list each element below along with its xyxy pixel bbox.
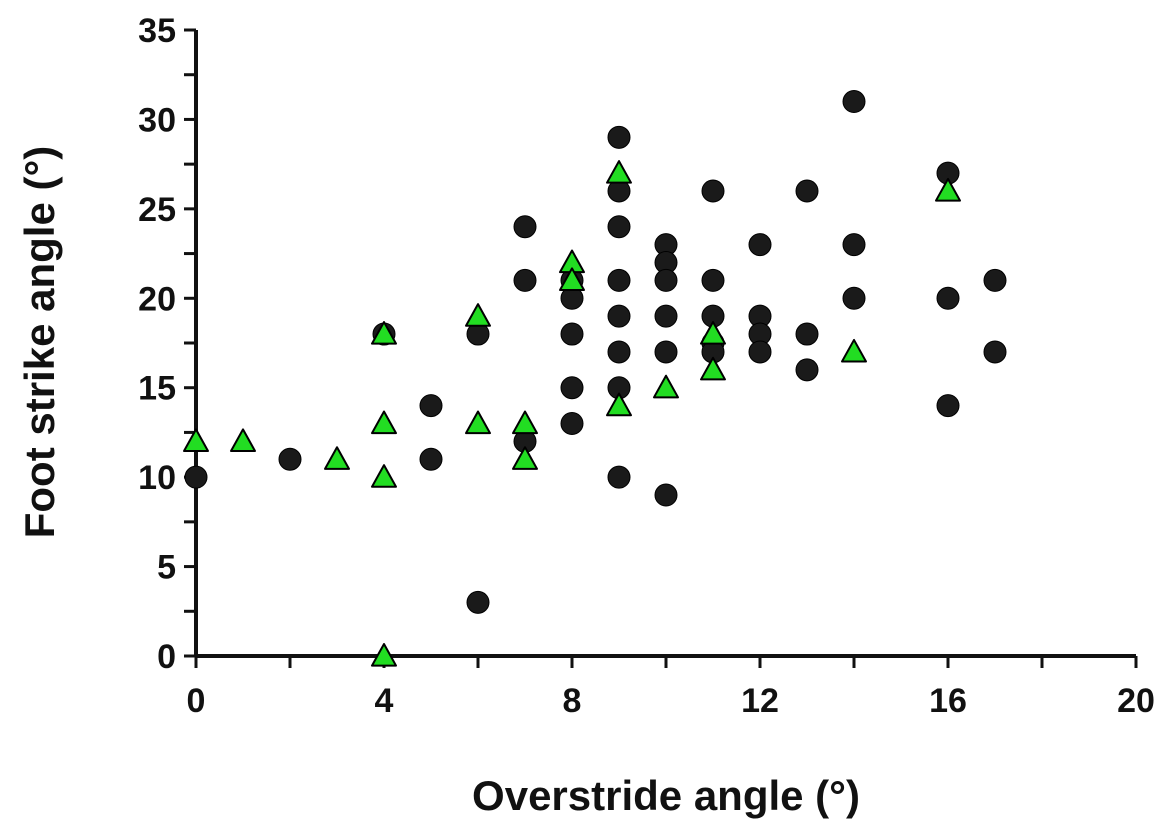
circle-point bbox=[419, 447, 443, 471]
circle-point bbox=[513, 268, 537, 292]
x-tick-label: 12 bbox=[741, 682, 779, 720]
triangle-point bbox=[183, 428, 209, 452]
triangle-point bbox=[512, 446, 538, 470]
circle-point bbox=[795, 358, 819, 382]
circle-point bbox=[278, 447, 302, 471]
triangle-point bbox=[230, 428, 256, 452]
ticks bbox=[184, 28, 1138, 668]
y-tick-label: 5 bbox=[157, 549, 176, 587]
triangle-point bbox=[700, 356, 726, 381]
circle-point bbox=[607, 304, 631, 328]
y-tick-label: 0 bbox=[157, 638, 176, 676]
triangle-point bbox=[700, 321, 726, 345]
y-tick-label: 15 bbox=[138, 370, 176, 408]
triangle-point bbox=[371, 643, 397, 667]
triangle-point bbox=[465, 410, 491, 435]
circle-point bbox=[184, 465, 208, 489]
triangle-point bbox=[371, 410, 397, 435]
markers bbox=[183, 90, 1007, 667]
circle-point bbox=[654, 483, 678, 507]
y-tick-label: 20 bbox=[138, 280, 176, 318]
circle-point bbox=[983, 340, 1007, 364]
x-tick-label: 8 bbox=[563, 682, 582, 720]
circle-point bbox=[607, 340, 631, 364]
y-tick-label: 10 bbox=[138, 459, 176, 497]
x-tick-label: 16 bbox=[929, 682, 967, 720]
tick-labels: 0 4 8 12 16 20 0 5 10 15 20 25 30 35 bbox=[138, 12, 1155, 720]
circle-point bbox=[842, 233, 866, 257]
triangle-point bbox=[935, 177, 961, 202]
y-tick-label: 30 bbox=[138, 101, 176, 139]
circle-point bbox=[748, 340, 772, 364]
circle-point bbox=[795, 322, 819, 346]
circle-point bbox=[842, 286, 866, 310]
circle-point bbox=[607, 125, 631, 149]
x-tick-label: 20 bbox=[1117, 682, 1155, 720]
circle-point bbox=[513, 215, 537, 239]
circle-point bbox=[560, 376, 584, 400]
triangle-point bbox=[606, 160, 632, 184]
x-axis-title: Overstride angle (°) bbox=[472, 772, 860, 819]
circle-point bbox=[701, 268, 725, 292]
y-tick-label: 25 bbox=[138, 191, 176, 229]
circle-point bbox=[419, 394, 443, 418]
circle-point bbox=[654, 304, 678, 328]
triangle-point bbox=[559, 267, 585, 291]
circle-point bbox=[936, 394, 960, 418]
triangle-point bbox=[465, 303, 491, 327]
y-tick-label: 35 bbox=[138, 12, 176, 50]
circle-point bbox=[654, 340, 678, 364]
circle-point bbox=[466, 590, 490, 614]
triangle-point bbox=[606, 392, 632, 417]
circle-point bbox=[936, 286, 960, 310]
triangle-point bbox=[653, 374, 679, 399]
circle-point bbox=[983, 268, 1007, 292]
triangle-point bbox=[371, 464, 397, 488]
x-tick-label: 4 bbox=[375, 682, 394, 720]
circle-point bbox=[607, 465, 631, 489]
circle-point bbox=[560, 411, 584, 435]
circle-point bbox=[560, 322, 584, 346]
y-axis-title: Foot strike angle (°) bbox=[16, 146, 63, 539]
circle-point bbox=[654, 268, 678, 292]
triangle-point bbox=[512, 410, 538, 435]
circle-point bbox=[795, 179, 819, 203]
circle-point bbox=[842, 90, 866, 114]
x-tick-label: 0 bbox=[187, 682, 206, 720]
circle-point bbox=[748, 233, 772, 257]
circle-point bbox=[607, 215, 631, 239]
triangle-point bbox=[841, 338, 867, 363]
circle-point bbox=[701, 179, 725, 203]
triangle-point bbox=[324, 446, 350, 470]
circle-point bbox=[607, 268, 631, 292]
triangle-point bbox=[371, 321, 397, 345]
